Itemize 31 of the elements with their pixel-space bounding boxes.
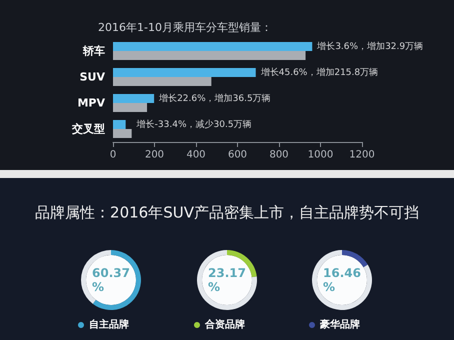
x-tick-label: 400 — [186, 150, 206, 160]
y-tick-label: 交叉型 — [71, 122, 105, 136]
bar — [113, 51, 306, 60]
bar — [113, 42, 312, 51]
text: 品牌属性：2016年SUV产品密集上市，自主品牌势不可挡 — [35, 204, 419, 222]
bar — [113, 94, 154, 103]
legend-label: 自主品牌 — [89, 318, 129, 330]
text: 23.17% — [208, 266, 246, 294]
x-tick-label: 1000 — [308, 150, 334, 160]
annotation: 增长3.6%，增加32.9万辆 — [316, 41, 424, 52]
annotation: 增长45.6%，增加215.8万辆 — [260, 67, 378, 78]
text: 16.46% — [323, 266, 361, 294]
bar — [113, 77, 212, 86]
bar — [113, 129, 132, 138]
annotation: 增长22.6%，增加36.5万辆 — [158, 93, 271, 104]
y-tick-label: SUV — [80, 70, 106, 84]
y-tick-label: MPV — [77, 96, 106, 110]
legend-label: 豪华品牌 — [319, 318, 360, 330]
y-tick-label: 轿车 — [82, 44, 105, 58]
x-tick-label: 600 — [228, 150, 248, 160]
x-tick-label: 800 — [269, 150, 289, 160]
legend-label: 合资品牌 — [204, 318, 245, 330]
text: 60.37% — [92, 266, 130, 294]
annotation: 增长-33.4%，减少30.5万辆 — [136, 119, 252, 130]
bar — [113, 103, 148, 112]
bar — [113, 68, 256, 77]
bar — [113, 120, 126, 129]
x-tick-label: 1200 — [349, 150, 375, 160]
x-tick-label: 0 — [110, 150, 116, 160]
chart-title: 2016年1-10月乘用车分车型销量： — [98, 21, 272, 34]
x-tick-label: 200 — [144, 150, 164, 160]
